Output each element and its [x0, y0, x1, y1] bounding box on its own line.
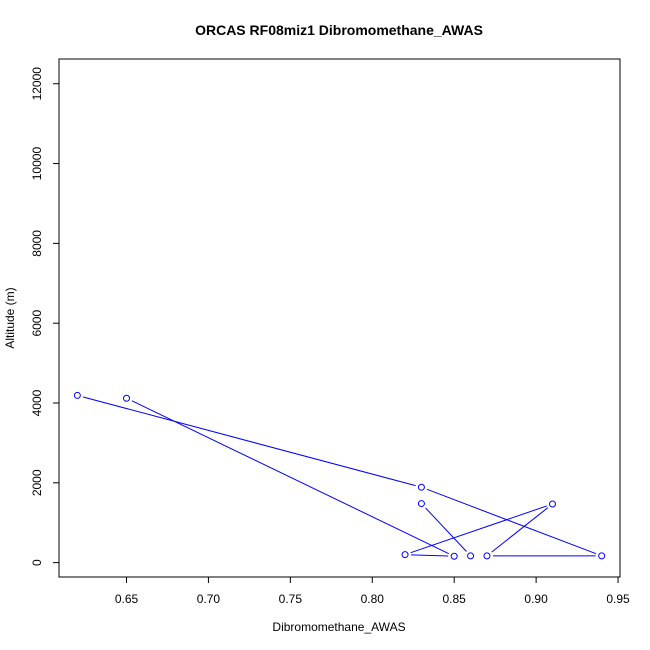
y-tick-label: 2000 — [30, 469, 44, 496]
data-point — [450, 552, 458, 560]
y-tick-label: 8000 — [30, 230, 44, 257]
series-line-segment — [425, 507, 467, 552]
y-tick-label: 10000 — [30, 147, 44, 181]
data-point — [548, 500, 556, 508]
data-point — [401, 551, 409, 559]
x-tick-label: 0.65 — [115, 592, 139, 606]
chart-title: ORCAS RF08miz1 Dibromomethane_AWAS — [195, 22, 483, 38]
x-tick-label: 0.75 — [279, 592, 303, 606]
data-point — [483, 552, 491, 560]
y-axis-label: Altitude (m) — [3, 287, 17, 348]
data-series — [73, 391, 606, 560]
x-axis: 0.65 0.70 0.75 0.80 0.85 0.90 0.95 — [115, 577, 630, 606]
data-point — [73, 391, 81, 399]
y-tick-label: 12000 — [30, 67, 44, 101]
series-line-segment — [491, 507, 549, 553]
plot-frame — [58, 58, 621, 578]
x-tick-label: 0.95 — [606, 592, 630, 606]
data-point — [123, 394, 131, 402]
y-axis: 0 2000 4000 6000 8000 10000 12000 — [30, 67, 59, 566]
series-line-segment — [426, 488, 597, 555]
x-tick-label: 0.90 — [524, 592, 548, 606]
data-point — [417, 500, 425, 508]
data-point — [417, 483, 425, 491]
data-point — [598, 552, 606, 560]
y-tick-label: 0 — [30, 559, 44, 566]
x-tick-label: 0.85 — [443, 592, 467, 606]
series-line-segment — [410, 505, 547, 554]
x-tick-label: 0.80 — [361, 592, 385, 606]
series-line-segment — [131, 400, 450, 555]
y-tick-label: 4000 — [30, 389, 44, 416]
x-axis-label: Dibromomethane_AWAS — [272, 620, 405, 634]
data-point — [467, 552, 475, 560]
x-tick-label: 0.70 — [197, 592, 221, 606]
series-line-segment — [83, 396, 416, 487]
series-line-segment — [411, 554, 449, 557]
y-tick-label: 6000 — [30, 310, 44, 337]
